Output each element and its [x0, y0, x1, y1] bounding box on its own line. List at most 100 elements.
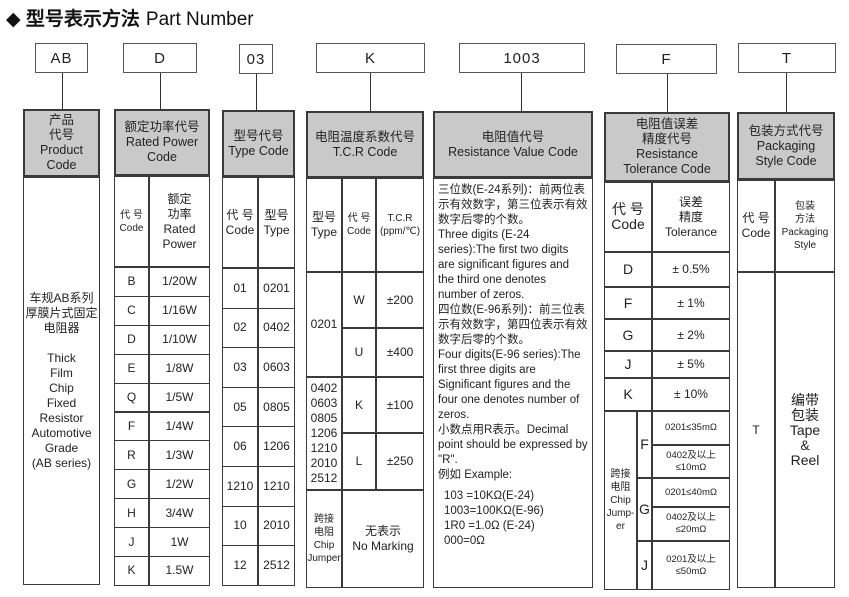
tolerance-code-cell: F [604, 287, 652, 319]
type-code-cell-text: 05 [233, 399, 247, 414]
rated-power-code-cell: F [114, 411, 149, 442]
rated-power-header-text: 额定功率代号 Rated Power Code [124, 120, 200, 164]
type-value-cell-text: 1206 [263, 439, 290, 454]
tolerance-value-cell-text: ± 0.5% [672, 262, 710, 276]
rated-power-value-cell: 1/2W [149, 469, 210, 500]
tcr-value-cell: ±100 [376, 377, 424, 433]
rated-power-value-cell-text: 1/20W [162, 274, 197, 289]
type-value-cell: 1210 [258, 466, 295, 507]
packaging-style-cell: 编带 包装 Tape & Reel [775, 272, 835, 588]
tcr-code-cell: L [342, 433, 376, 490]
connector-line [62, 73, 63, 109]
product-code-header-text: 产品 代号 Product Code [39, 113, 84, 172]
tcr-value-cell-text: ±200 [386, 292, 414, 307]
type-code-cell: 06 [222, 426, 258, 467]
jumper-value-cell-text: 0402及以上 ≤20mΩ [666, 512, 716, 535]
tolerance-code-cell-text: D [622, 261, 634, 277]
rated-power-value-cell: 3/4W [149, 498, 210, 529]
rated-power-code-cell-text: H [127, 505, 136, 520]
rated-power-code-cell-text: R [127, 447, 136, 462]
resistance-paragraph: 三位数(E-24系列)：前两位表示有效数字，第三位表示有效数字后零的个数。 [438, 184, 588, 226]
tcr-type-group: 0402 0603 0805 1206 1210 2010 2512 [306, 377, 342, 490]
rated-power-code-cell: D [114, 324, 149, 355]
rated-power-value-cell: 1/3W [149, 440, 210, 471]
rated-power-col-power: 额定 功率 Rated Power [149, 176, 210, 267]
jumper-code-cell-text: J [641, 557, 648, 573]
product-description-text: 车规AB系列 厚膜片式固定 电阻器 Thick Film Chip Fixed … [25, 291, 98, 470]
rated-power-code-cell: J [114, 527, 149, 557]
rated-power-code-cell-text: K [127, 563, 136, 578]
tcr-value-cell: ±250 [376, 433, 424, 490]
packaging-code-cell-text: T [752, 422, 760, 437]
rated-power-col-code-text: 代 号 Code [119, 209, 144, 234]
resistance-example: 1R0 =1.0Ω (E-24) [444, 520, 535, 532]
rated-power-value-cell-text: 1.5W [165, 563, 194, 578]
rated-power-value-cell: 1/10W [149, 324, 210, 355]
type-code-cell-text: 12 [233, 557, 247, 572]
rated-power-value-cell-text: 1/5W [165, 390, 194, 405]
tcr-col-type-text: 型号 Type [310, 210, 337, 239]
type-value-cell: 0201 [258, 268, 295, 309]
tcr-jumper-label-text: 跨接 电阻 Chip Jumper [307, 514, 341, 564]
resistance-paragraph: 四位数(E-96系列)：前三位表示有效数字，第四位表示有效数字后零的个数。 [438, 304, 588, 346]
type-value-cell: 0805 [258, 386, 295, 428]
tcr-value-cell-text: ±100 [386, 397, 414, 412]
tolerance-header: 电阻值误差 精度代号 Resistance Tolerance Code [604, 112, 730, 182]
tolerance-code-cell: J [604, 351, 652, 378]
rated-power-code-cell: K [114, 556, 149, 586]
rated-power-value-cell-text: 3/4W [165, 505, 194, 520]
rated-power-code-cell: R [114, 440, 149, 471]
type-value-cell-text: 0805 [263, 399, 290, 414]
part-code-box-text: T [781, 49, 793, 67]
jumper-code-cell: F [637, 411, 652, 478]
tolerance-jumper-label: 跨接 电阻 Chip Jump- er [604, 411, 637, 590]
resistance-header: 电阻值代号 Resistance Value Code [433, 111, 593, 178]
jumper-value-cell-text: 0201及以上 ≤50mΩ [666, 553, 716, 577]
type-code-cell: 02 [222, 307, 258, 349]
type-code-header: 型号代号 Type Code [222, 110, 295, 177]
connector-line [667, 74, 668, 112]
rated-power-col-power-text: 额定 功率 Rated Power [162, 191, 197, 251]
rated-power-code-cell-text: F [127, 418, 136, 433]
rated-power-code-cell: B [114, 267, 149, 297]
jumper-code-cell-text: G [639, 501, 650, 517]
tcr-col-tcr: T.C.R (ppm/℃) [376, 178, 424, 272]
tolerance-value-cell: ± 1% [652, 287, 730, 319]
tolerance-value-cell-text: ± 10% [674, 387, 708, 401]
type-value-cell-text: 0201 [263, 280, 290, 295]
tolerance-code-cell-text: G [622, 326, 634, 343]
tolerance-code-cell-text: J [624, 356, 632, 372]
rated-power-code-cell-text: J [128, 534, 135, 549]
part-code-box: 03 [239, 44, 273, 74]
tolerance-col-tol: 误差 精度 Tolerance [652, 182, 730, 252]
jumper-value-cell: 0201≤40mΩ [652, 478, 730, 507]
tolerance-code-cell: K [604, 378, 652, 411]
connector-line [786, 73, 787, 112]
resistance-paragraph: Four digits(E-96 series):The first three… [438, 349, 581, 421]
part-code-box-text: F [661, 50, 672, 68]
part-code-box-text: AB [50, 49, 73, 67]
resistance-example: 1003=100KΩ(E-96) [444, 505, 544, 517]
tolerance-col-code: 代 号 Code [604, 182, 652, 252]
rated-power-value-cell-text: 1/2W [165, 476, 194, 491]
rated-power-value-cell: 1/5W [149, 382, 210, 413]
packaging-col-style-text: 包装 方法 Packaging Style [781, 201, 829, 251]
type-value-cell-text: 2512 [263, 557, 290, 572]
product-description: 车规AB系列 厚膜片式固定 电阻器 Thick Film Chip Fixed … [23, 177, 100, 585]
part-code-box-text: 03 [246, 50, 266, 68]
tcr-jumper-label: 跨接 电阻 Chip Jumper [306, 490, 342, 588]
rated-power-col-code: 代 号 Code [114, 176, 149, 267]
type-value-cell-text: 2010 [263, 518, 290, 533]
tcr-col-code-text: 代 号 Code [347, 213, 371, 237]
part-code-box-text: K [364, 49, 376, 67]
part-code-box-text: D [154, 49, 166, 67]
jumper-code-cell: G [637, 478, 652, 541]
tolerance-value-cell-text: ± 5% [677, 357, 705, 371]
type-code-cell: 01 [222, 268, 258, 309]
jumper-value-cell: 0402及以上 ≤10mΩ [652, 445, 730, 478]
tcr-code-cell: K [342, 377, 376, 433]
tcr-type-group-text: 0201 [310, 317, 338, 331]
tolerance-header-text: 电阻值误差 精度代号 Resistance Tolerance Code [623, 117, 711, 176]
type-code-cell-text: 03 [233, 359, 247, 374]
rated-power-value-cell-text: 1/8W [165, 361, 194, 376]
